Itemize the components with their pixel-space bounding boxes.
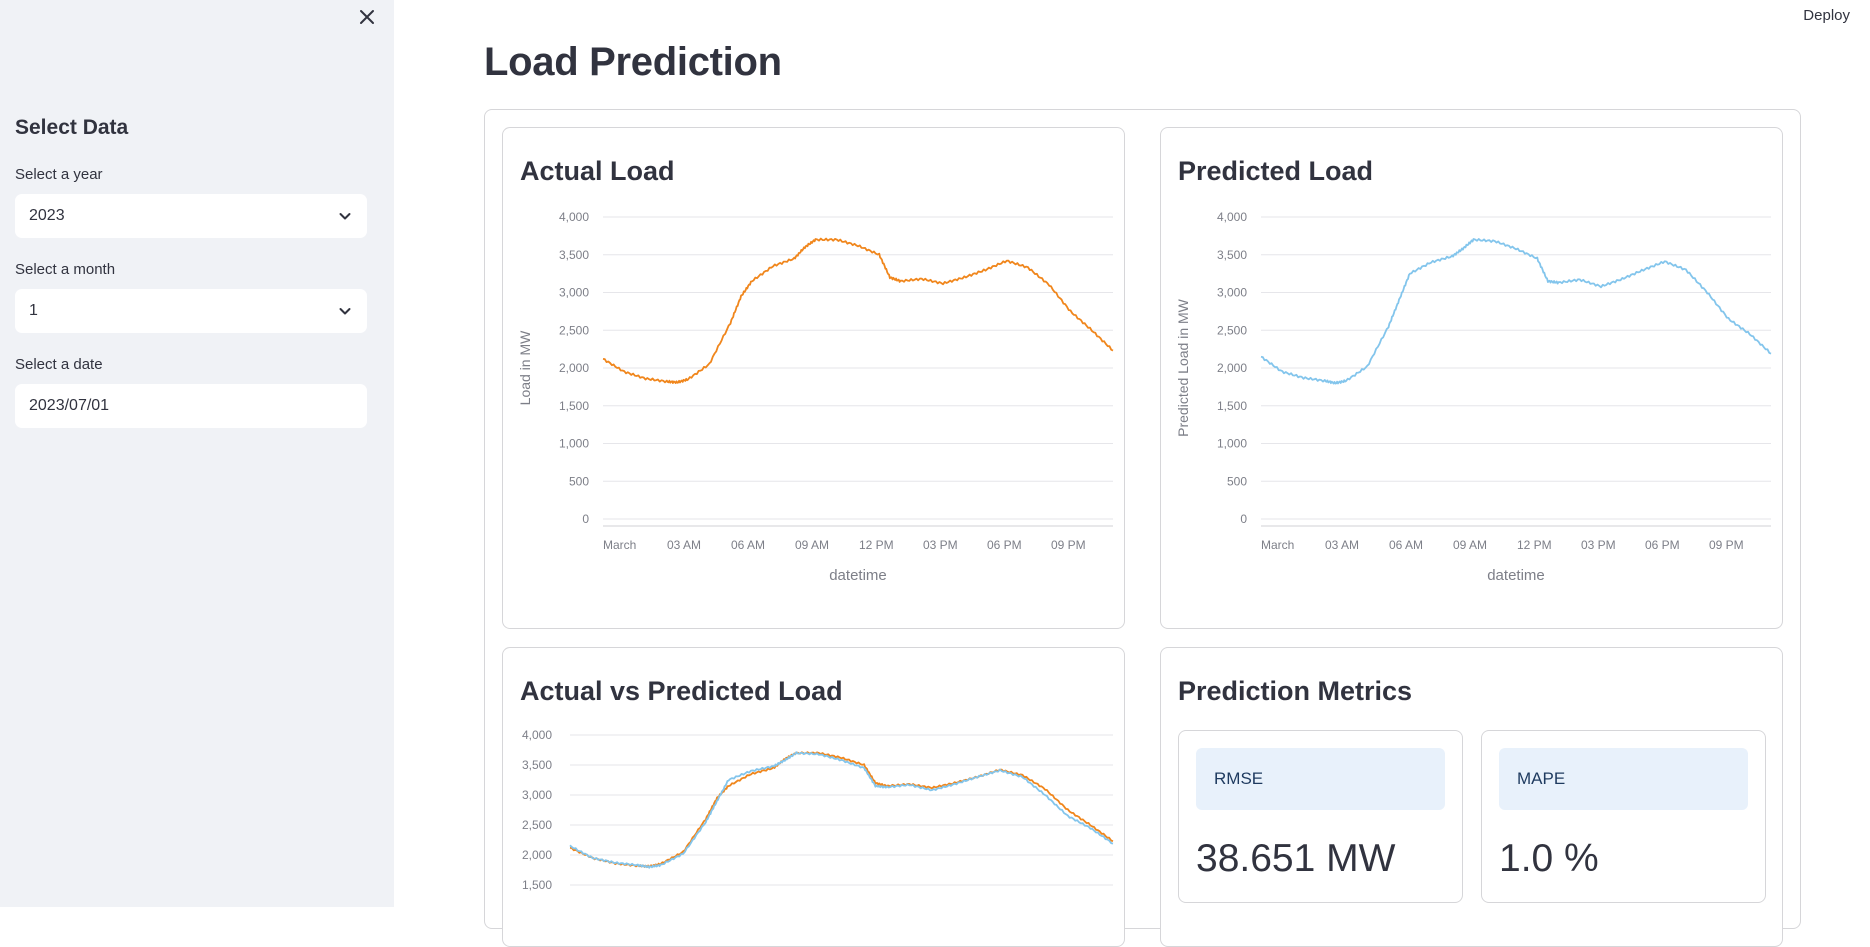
y-tick-label: 3,500 — [1217, 248, 1247, 262]
series-line — [602, 237, 1114, 385]
y-tick-label: 3,000 — [1217, 286, 1247, 300]
actual-vs-predicted-chart[interactable]: 4,000 3,500 3,000 2,500 2,000 1,500 — [503, 648, 1124, 946]
actual-load-title: Actual Load — [520, 156, 675, 186]
x-tick-label: 12 PM — [859, 538, 894, 552]
y-axis-label: Predicted Load in MW — [1175, 298, 1191, 437]
year-select[interactable]: 2023 — [15, 194, 367, 238]
y-tick-label: 2,000 — [522, 848, 552, 862]
y-tick-label: 0 — [1240, 512, 1247, 526]
x-tick-label: 09 AM — [795, 538, 829, 552]
x-tick-label: 06 AM — [1389, 538, 1423, 552]
mape-value: 1.0 % — [1499, 837, 1599, 880]
y-tick-label: 4,000 — [1217, 210, 1247, 224]
sidebar: Select Data Select a year 2023 Select a … — [0, 0, 394, 907]
predicted-load-title: Predicted Load — [1178, 156, 1374, 186]
rmse-label: RMSE — [1196, 748, 1445, 810]
x-tick-label: 06 PM — [987, 538, 1022, 552]
x-tick-label: March — [1261, 538, 1294, 552]
series-line — [569, 751, 1114, 868]
y-tick-label: 1,000 — [559, 437, 589, 451]
date-label: Select a date — [15, 356, 103, 373]
y-tick-label: 1,500 — [1217, 399, 1247, 413]
x-tick-label: 09 PM — [1709, 538, 1744, 552]
y-tick-label: 4,000 — [522, 728, 552, 742]
mape-label: MAPE — [1499, 748, 1748, 810]
y-tick-label: 4,000 — [559, 210, 589, 224]
y-tick-label: 3,000 — [559, 286, 589, 300]
year-label: Select a year — [15, 166, 103, 183]
x-tick-label: March — [603, 538, 636, 552]
x-axis-label: datetime — [1487, 567, 1545, 584]
y-tick-label: 500 — [569, 474, 589, 488]
sidebar-title: Select Data — [15, 116, 129, 139]
predicted-load-card: Predicted Load 4,000 3,500 3,000 2,500 2,000… — [1160, 127, 1783, 629]
y-tick-label: 500 — [1227, 474, 1247, 488]
y-tick-label: 2,500 — [522, 818, 552, 832]
x-tick-label: 09 PM — [1051, 538, 1086, 552]
actual-vs-predicted-title: Actual vs Predicted Load — [520, 676, 843, 706]
actual-load-card: Actual Load 4,000 3,500 3,000 2,500 2,000 1,5… — [502, 127, 1125, 629]
date-value: 2023/07/01 — [29, 397, 110, 414]
date-input[interactable]: 2023/07/01 — [15, 384, 367, 428]
deploy-button[interactable]: Deploy — [1803, 7, 1850, 24]
y-tick-label: 1,000 — [1217, 437, 1247, 451]
x-tick-label: 03 AM — [667, 538, 701, 552]
chevron-down-icon — [337, 303, 353, 319]
x-tick-label: 09 AM — [1453, 538, 1487, 552]
y-tick-label: 2,000 — [559, 361, 589, 375]
y-tick-label: 3,000 — [522, 788, 552, 802]
rmse-value: 38.651 MW — [1196, 837, 1396, 880]
y-tick-label: 3,500 — [522, 758, 552, 772]
rmse-metric: RMSE 38.651 MW — [1178, 730, 1463, 903]
month-value: 1 — [29, 302, 38, 319]
y-tick-label: 3,500 — [559, 248, 589, 262]
mape-metric: MAPE 1.0 % — [1481, 730, 1766, 903]
y-tick-label: 2,500 — [559, 323, 589, 337]
year-value: 2023 — [29, 207, 65, 224]
actual-load-chart[interactable]: 4,000 3,500 3,000 2,500 2,000 1,500 1,000 500 0M… — [503, 128, 1124, 628]
prediction-metrics-title: Prediction Metrics — [1178, 676, 1413, 706]
y-tick-label: 1,500 — [522, 878, 552, 892]
series-line — [569, 751, 1114, 869]
x-tick-label: 03 AM — [1325, 538, 1359, 552]
x-axis-label: datetime — [829, 567, 887, 584]
chevron-down-icon — [337, 208, 353, 224]
actual-vs-predicted-card: Actual vs Predicted Load 4,000 3,500 3,000… — [502, 647, 1125, 947]
series-line — [1260, 238, 1772, 385]
y-tick-label: 2,000 — [1217, 361, 1247, 375]
x-tick-label: 03 PM — [1581, 538, 1616, 552]
y-tick-label: 2,500 — [1217, 323, 1247, 337]
x-tick-label: 06 PM — [1645, 538, 1680, 552]
y-axis-label: Load in MW — [517, 330, 533, 405]
prediction-metrics-card: Prediction Metrics RMSE 38.651 MW MAPE 1… — [1160, 647, 1783, 947]
close-sidebar-button[interactable] — [356, 6, 378, 28]
x-tick-label: 12 PM — [1517, 538, 1552, 552]
month-label: Select a month — [15, 261, 116, 278]
page-title: Load Prediction — [484, 40, 782, 84]
close-icon — [360, 10, 374, 24]
x-tick-label: 03 PM — [923, 538, 958, 552]
y-tick-label: 1,500 — [559, 399, 589, 413]
month-select[interactable]: 1 — [15, 289, 367, 333]
x-tick-label: 06 AM — [731, 538, 765, 552]
y-tick-label: 0 — [582, 512, 589, 526]
predicted-load-chart[interactable]: 4,000 3,500 3,000 2,500 2,000 1,500 1,000 500 0M… — [1161, 128, 1782, 628]
